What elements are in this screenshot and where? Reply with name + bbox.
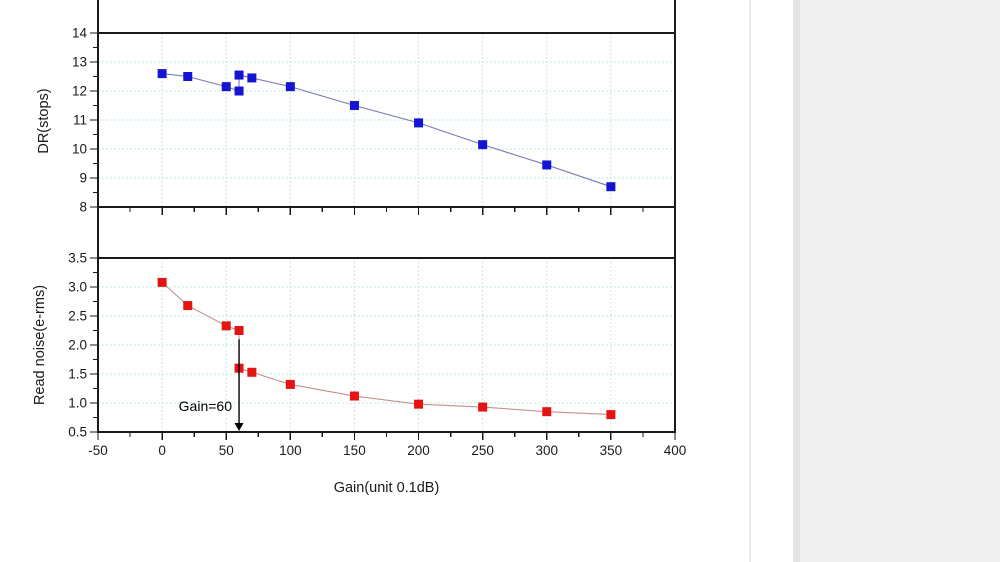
y-tick-label: 13 <box>72 55 87 70</box>
x-tick-label: 150 <box>343 443 366 458</box>
data-point-marker <box>478 402 488 412</box>
tick-labels: -50 0 50 100 150 200 250 300 350 400 14 13 12 11 10 9 8 3… <box>68 26 686 459</box>
data-point-marker <box>542 160 552 170</box>
dynamic-range-panel-series <box>157 69 616 192</box>
data-point-marker <box>285 379 295 389</box>
data-point-marker <box>606 410 616 420</box>
y-tick-label: 10 <box>72 142 87 157</box>
x-axis-title: Gain(unit 0.1dB) <box>333 480 440 496</box>
data-point-marker <box>349 391 359 401</box>
y-tick-label: 3.0 <box>68 280 87 295</box>
series-line <box>161 281 611 416</box>
data-point-marker <box>414 118 424 128</box>
data-point-marker <box>221 82 231 92</box>
series-line <box>162 73 612 188</box>
y-tick-label: 12 <box>72 84 87 99</box>
x-tick-label: 50 <box>219 443 234 458</box>
y-tick-label: 3.5 <box>68 251 87 266</box>
dynamic-range-panel-gridlines <box>98 33 675 207</box>
data-point-marker <box>157 277 167 287</box>
gain-60-annotation-text: Gain=60 <box>178 398 232 414</box>
plot-frame <box>97 0 676 433</box>
y-tick-label: 1.5 <box>68 367 87 382</box>
x-tick-label: 300 <box>536 443 559 458</box>
data-point-marker <box>478 140 488 150</box>
y-tick-label: 2.5 <box>68 309 87 324</box>
x-tick-label: -50 <box>88 443 108 458</box>
figure-area: -50 0 50 100 150 200 250 300 350 400 14 13 12 11 10 9 8 3… <box>32 0 687 496</box>
y-tick-label: 14 <box>72 26 88 41</box>
y-tick-label: 8 <box>79 200 87 215</box>
axis-ticks <box>90 32 676 440</box>
data-point-marker <box>606 182 616 192</box>
data-point-marker <box>414 399 424 409</box>
y-tick-label: 9 <box>79 171 87 186</box>
data-point-marker <box>157 69 167 79</box>
stacked-gain-chart: -50 0 50 100 150 200 250 300 350 400 14 13 12 11 10 9 8 3… <box>68 0 686 459</box>
data-point-marker <box>183 301 193 311</box>
x-tick-label: 0 <box>158 443 166 458</box>
dr-y-axis-title: DR(stops) <box>36 88 52 154</box>
y-tick-label: 1.0 <box>68 396 87 411</box>
data-point-marker <box>234 86 244 96</box>
data-point-marker <box>247 73 257 83</box>
y-tick-label: 0.5 <box>68 425 87 440</box>
data-point-marker <box>234 326 244 335</box>
data-point-marker <box>285 82 295 92</box>
y-tick-label: 2.0 <box>68 338 87 353</box>
data-point-marker <box>349 101 359 110</box>
x-tick-label: 250 <box>471 443 494 458</box>
y-tick-label: 11 <box>73 113 87 128</box>
data-point-marker <box>542 407 552 417</box>
data-point-marker <box>234 70 244 80</box>
right-background-panel <box>793 0 1000 562</box>
right-background-panel-edge <box>793 0 800 562</box>
data-point-marker <box>183 72 193 81</box>
x-tick-label: 100 <box>279 443 302 458</box>
page-edge-divider <box>749 0 751 562</box>
data-point-marker <box>221 321 231 331</box>
read-noise-panel-series <box>157 277 616 420</box>
x-tick-label: 200 <box>407 443 430 458</box>
read-noise-y-axis-title: Read noise(e-rms) <box>32 284 48 406</box>
x-tick-label: 400 <box>664 443 687 458</box>
gain-60-annotation-arrow <box>234 339 244 431</box>
x-tick-label: 350 <box>600 443 623 458</box>
data-point-marker <box>247 367 257 377</box>
